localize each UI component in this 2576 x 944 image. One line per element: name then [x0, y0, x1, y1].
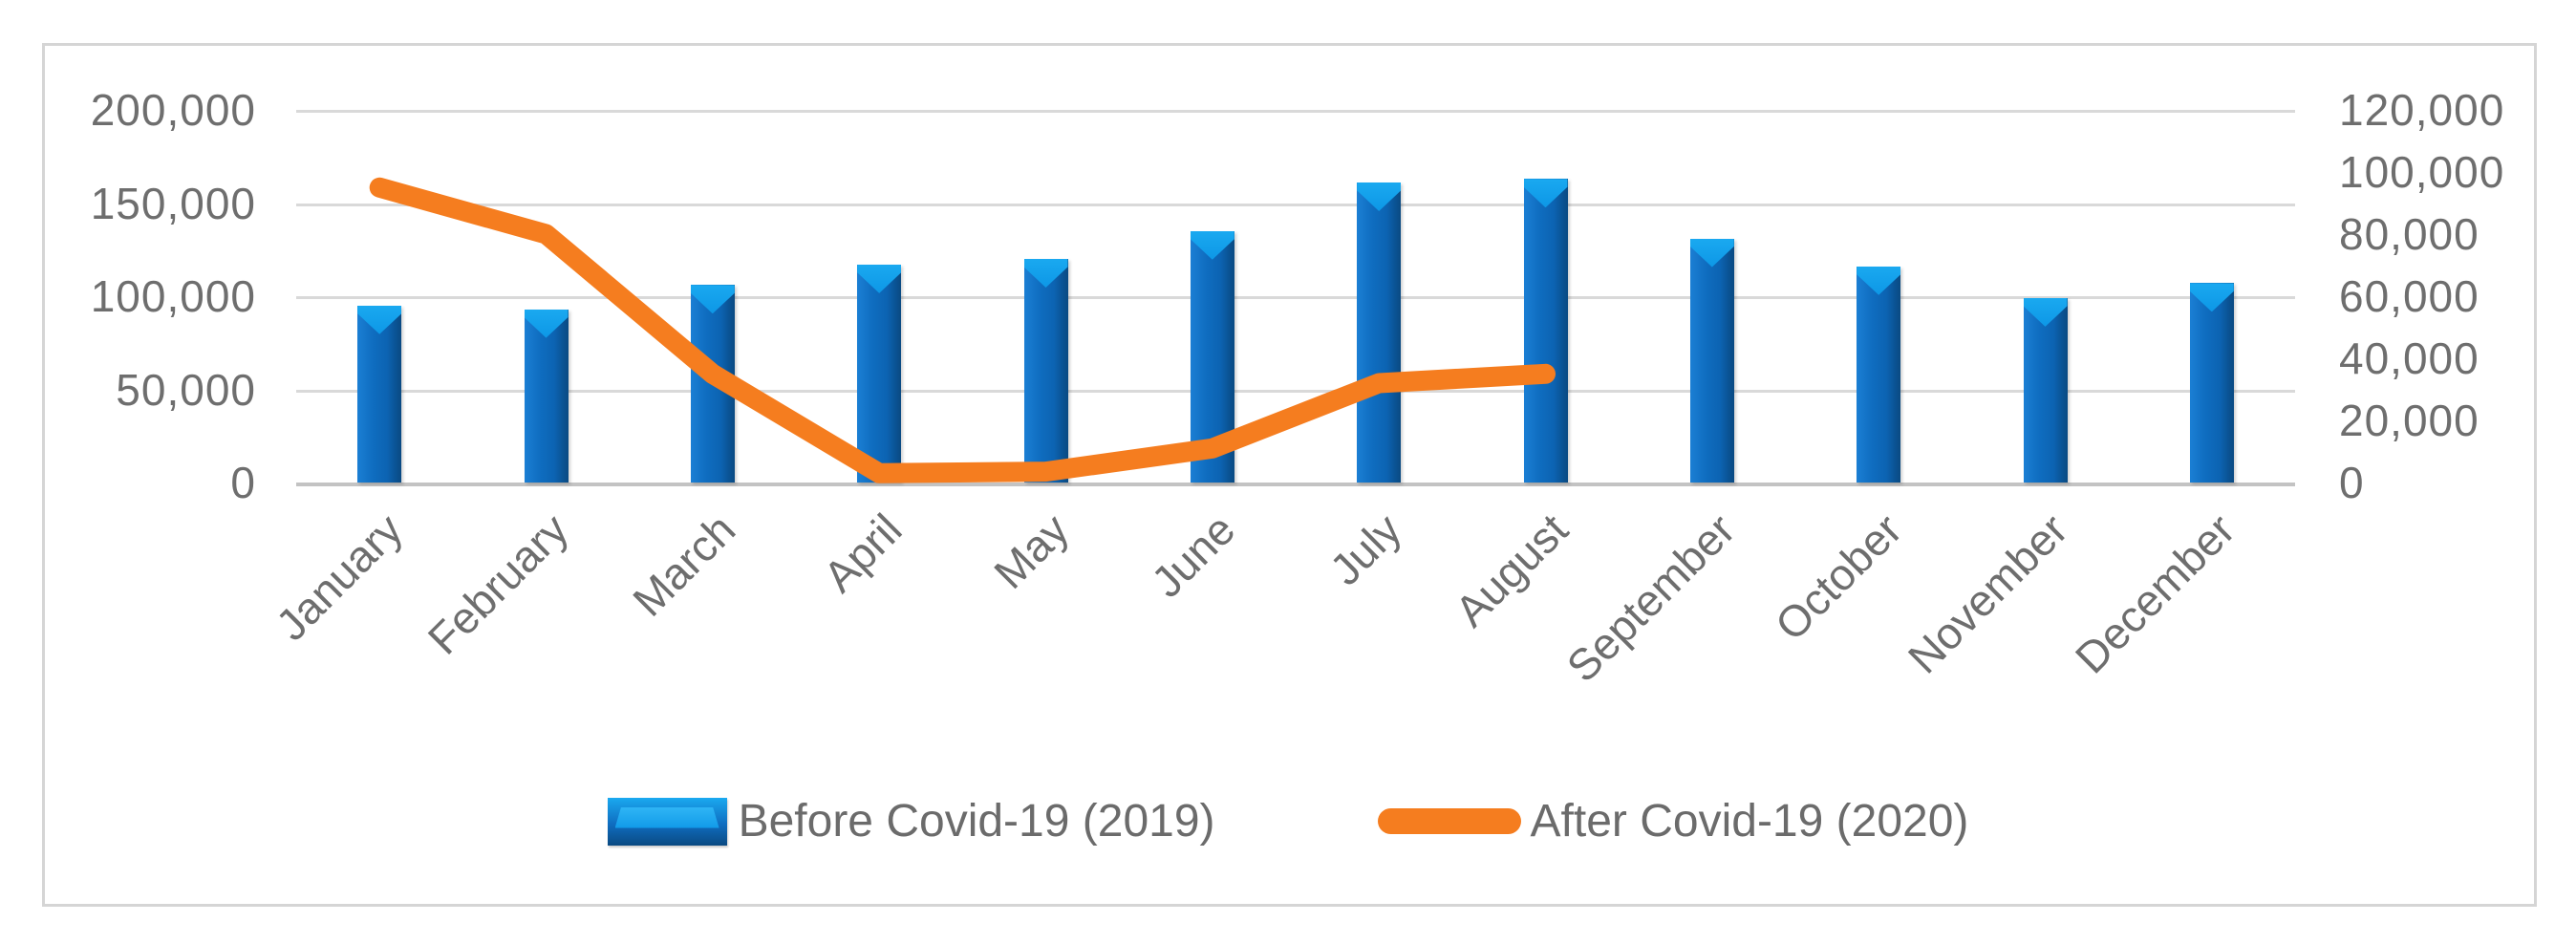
- bar-december: [2189, 283, 2234, 483]
- bar-july: [1357, 182, 1402, 483]
- right-axis-tick: 100,000: [2339, 147, 2505, 197]
- line-series-swatch: [1377, 808, 1521, 834]
- left-axis-tick: 200,000: [90, 85, 256, 135]
- right-axis-tick: 40,000: [2339, 333, 2479, 383]
- bar-february: [524, 309, 569, 483]
- bar-september: [1689, 238, 1734, 483]
- bar-april: [857, 264, 902, 483]
- bar-november: [2023, 297, 2068, 483]
- bar-january: [357, 305, 402, 483]
- gridline: [296, 203, 2295, 206]
- legend-label-before-covid: Before Covid-19 (2019): [738, 796, 1215, 847]
- gridline: [296, 389, 2295, 393]
- right-axis-tick: 20,000: [2339, 396, 2479, 445]
- chart-frame: [42, 43, 2537, 907]
- left-axis-tick: 50,000: [116, 364, 256, 415]
- right-axis-tick: 80,000: [2339, 209, 2479, 259]
- right-axis-tick: 0: [2339, 458, 2365, 507]
- gridline: [296, 296, 2295, 299]
- right-axis-tick: 120,000: [2339, 85, 2505, 135]
- left-axis-tick: 150,000: [90, 178, 256, 228]
- bar-may: [1023, 259, 1068, 483]
- left-axis-tick: 100,000: [90, 271, 256, 321]
- bar-series-swatch: [607, 797, 727, 846]
- legend: Before Covid-19 (2019) After Covid-19 (2…: [0, 795, 2576, 847]
- bar-october: [1857, 266, 1901, 483]
- line-series-layer: [369, 177, 1556, 483]
- right-axis-tick: 60,000: [2339, 271, 2479, 321]
- legend-item-after-covid: After Covid-19 (2020): [1377, 795, 1969, 847]
- legend-item-before-covid: Before Covid-19 (2019): [607, 795, 1215, 847]
- x-axis-line: [296, 483, 2295, 486]
- gridline: [296, 110, 2295, 113]
- after-covid-line: [369, 177, 1556, 483]
- left-axis-tick: 0: [230, 458, 256, 507]
- bar-august: [1523, 179, 1568, 483]
- legend-label-after-covid: After Covid-19 (2020): [1530, 796, 1969, 847]
